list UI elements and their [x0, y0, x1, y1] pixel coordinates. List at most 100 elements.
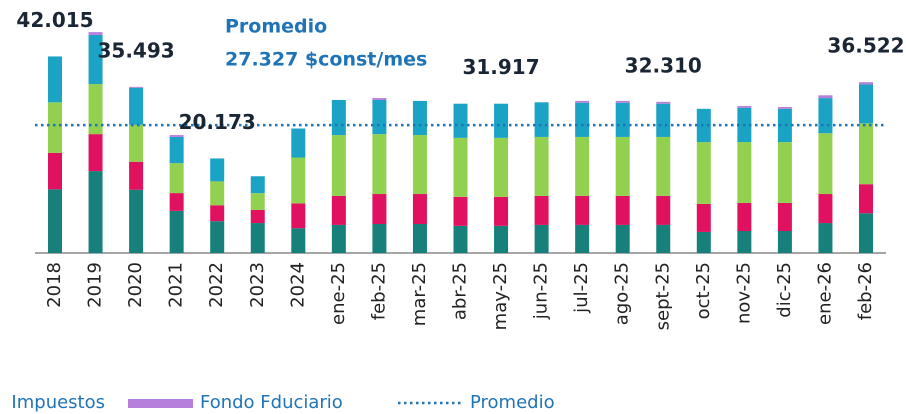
bar-segment — [656, 224, 671, 253]
legend-label: Fondo Fduciario — [200, 392, 343, 413]
bar-segment — [575, 102, 590, 137]
x-tick-label: mar-25 — [409, 262, 430, 326]
annotation: 35.493 — [98, 38, 175, 62]
bar-segment — [859, 123, 873, 185]
bar-segment — [777, 106, 792, 109]
bar-segment — [453, 196, 468, 226]
bar-segment — [818, 95, 833, 99]
legend-label: Promedio — [470, 392, 555, 413]
bar-segment — [696, 142, 711, 204]
bar-segment — [169, 193, 184, 211]
x-tick-label: jun-25 — [531, 262, 552, 320]
bar-segment — [777, 202, 792, 232]
bar-segment — [737, 142, 752, 203]
x-tick-label: 2024 — [287, 262, 308, 308]
bar-segment — [737, 106, 752, 108]
bar-segment — [534, 224, 549, 253]
bar-segment — [534, 102, 549, 137]
bar-segment — [696, 231, 711, 253]
bar-segment — [210, 181, 225, 206]
bar-segment — [169, 135, 184, 137]
bar-segment — [169, 136, 184, 164]
annotation: 20.173 — [179, 110, 256, 134]
bar-segment — [250, 176, 265, 194]
legend-label: Impuestos — [11, 392, 105, 413]
bar-segment — [372, 98, 387, 100]
bar-segment — [129, 161, 144, 190]
bar-segment — [818, 194, 833, 224]
bar-segment — [169, 210, 184, 253]
bar-segment — [129, 124, 144, 162]
bar-segment — [250, 209, 265, 224]
bar-segment — [777, 231, 792, 253]
bar-segment — [250, 223, 265, 253]
bar-segment — [777, 142, 792, 203]
x-tick-label: 2018 — [44, 262, 65, 308]
bar-segment — [169, 163, 184, 194]
bar-segment — [412, 100, 427, 136]
bar-segment — [615, 224, 630, 253]
bar-segment — [656, 101, 671, 104]
bar-segment — [48, 102, 62, 153]
bar-segment — [291, 128, 306, 158]
bar-segment — [777, 108, 792, 143]
bar-segment — [372, 194, 387, 224]
annotation: 31.917 — [462, 55, 539, 79]
bar-segment — [88, 32, 103, 35]
bar-segment — [412, 194, 427, 224]
x-tick-label: dic-25 — [774, 262, 795, 318]
x-tick-label: sept-25 — [652, 262, 673, 330]
legend-swatch — [128, 399, 193, 408]
bar-segment — [88, 134, 103, 172]
x-tick-label: abr-25 — [450, 262, 471, 320]
bar-segment — [129, 189, 144, 253]
x-tick-label: may-25 — [490, 262, 511, 330]
bar-segment — [331, 224, 346, 253]
bar-segment — [534, 195, 549, 225]
bar-segment — [250, 193, 265, 210]
bar-segment — [737, 202, 752, 232]
x-tick-label: oct-25 — [693, 262, 714, 319]
x-tick-label: ago-25 — [612, 262, 633, 325]
bar-segment — [372, 134, 387, 195]
bar-segment — [656, 136, 671, 196]
bar-segment — [88, 84, 103, 135]
bar-segment — [372, 223, 387, 253]
x-tick-label: feb-26 — [855, 262, 876, 320]
bar-segment — [696, 203, 711, 232]
bar-segment — [615, 100, 630, 103]
bar-segment — [696, 108, 711, 143]
bar-segment — [575, 195, 590, 225]
bar-segment — [818, 98, 833, 134]
x-tick-label: 2023 — [247, 262, 268, 308]
bar-segment — [331, 99, 346, 136]
bar-segment — [412, 223, 427, 253]
bar-segment — [575, 136, 590, 196]
bar-segment — [453, 103, 468, 138]
bar-segment — [615, 136, 630, 196]
bar-segment — [129, 86, 144, 88]
bar-segment — [331, 135, 346, 196]
x-tick-label: 2022 — [206, 262, 227, 308]
x-tick-label: 2019 — [85, 262, 106, 308]
x-tick-label: nov-25 — [733, 262, 754, 324]
bar-segment — [818, 133, 833, 195]
bar-segment — [575, 224, 590, 253]
bar-segment — [859, 82, 873, 85]
bar-segment — [494, 196, 509, 226]
bar-segment — [615, 102, 630, 137]
bar-segment — [412, 135, 427, 195]
bar-segment — [129, 87, 144, 125]
x-tick-label: jul-25 — [571, 262, 592, 314]
x-tick-label: ene-26 — [814, 262, 835, 325]
bar-segment — [88, 34, 103, 85]
bar-segment — [656, 103, 671, 137]
bar-segment — [859, 84, 873, 124]
bar-segment — [291, 157, 306, 204]
average-label: 27.327 $const/mes — [225, 49, 427, 71]
bar-segment — [859, 213, 873, 253]
bar-segment — [48, 189, 62, 253]
bar-segment — [494, 225, 509, 253]
bar-segment — [372, 99, 387, 135]
annotation: 32.310 — [625, 53, 702, 77]
